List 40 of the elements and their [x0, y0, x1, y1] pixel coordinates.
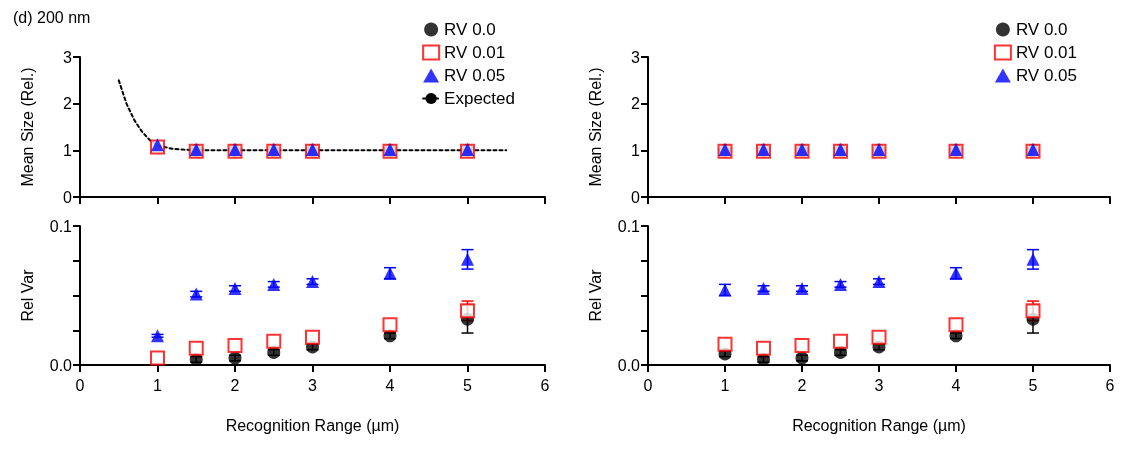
x-tick-label: 1 — [720, 376, 730, 394]
x-tick-label: 3 — [308, 376, 318, 394]
legend-label: Expected — [444, 89, 516, 108]
x-tick-label: 5 — [463, 376, 473, 394]
y-axis-title: Mean Size (Rel.) — [18, 67, 36, 187]
y-tick-label: 3 — [631, 48, 641, 66]
x-tick-label: 3 — [874, 376, 884, 394]
x-axis-title: Recognition Range (µm) — [225, 416, 400, 434]
y-tick-label: 0.1 — [617, 217, 641, 235]
x-tick-label: 6 — [540, 376, 550, 394]
x-tick-label: 0 — [643, 376, 653, 394]
legend-label: RV 0.01 — [1015, 43, 1078, 62]
y-tick-label: 1 — [631, 141, 641, 159]
y-tick-label: 1 — [63, 141, 73, 159]
x-tick-label: 0 — [75, 376, 85, 394]
y-tick-label: 0.0 — [49, 356, 73, 374]
y-tick-label: 0.1 — [49, 217, 73, 235]
x-tick-label: 6 — [1105, 376, 1115, 394]
x-tick-label: 1 — [153, 376, 163, 394]
chart-title: (d) 200 nm — [13, 8, 91, 26]
x-tick-label: 5 — [1028, 376, 1038, 394]
y-tick-label: 2 — [63, 95, 73, 113]
x-tick-label: 4 — [385, 376, 395, 394]
legend-label: RV 0.0 — [444, 20, 496, 39]
x-axis-title: Recognition Range (µm) — [792, 416, 966, 434]
x-tick-label: 2 — [797, 376, 807, 394]
y-tick-label: 2 — [631, 95, 641, 113]
x-tick-label: 4 — [951, 376, 961, 394]
y-tick-label: 0 — [631, 188, 641, 206]
y-axis-title: Rel Var — [586, 268, 604, 322]
y-axis-title: Mean Size (Rel.) — [586, 67, 604, 187]
x-tick-label: 2 — [230, 376, 240, 394]
y-tick-label: 0 — [63, 188, 73, 206]
y-tick-label: 3 — [63, 48, 73, 66]
y-tick-label: 0.0 — [617, 356, 641, 374]
legend-label: RV 0.0 — [1015, 20, 1068, 39]
legend-label: RV 0.05 — [444, 66, 506, 85]
y-axis-title: Rel Var — [18, 268, 36, 322]
legend-label: RV 0.05 — [1015, 66, 1078, 85]
legend-label: RV 0.01 — [444, 43, 506, 62]
